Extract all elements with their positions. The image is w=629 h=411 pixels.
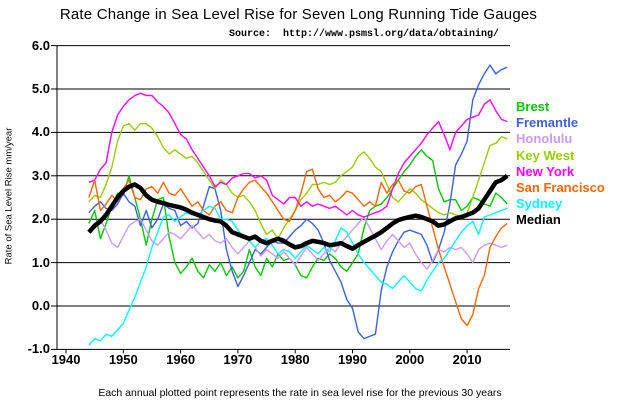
y-tick-label-2: 2.0 <box>31 211 50 227</box>
y-tick-label-4: 4.0 <box>31 124 50 140</box>
x-tick-label-1990: 1990 <box>338 352 367 367</box>
legend-item-median: Median <box>516 212 561 228</box>
chart-caption: Each annual plotted point represents the… <box>98 387 502 399</box>
x-tick-label-1950: 1950 <box>108 352 138 367</box>
x-tick-label-1970: 1970 <box>223 352 253 367</box>
y-tick-label-3: 3.0 <box>31 167 50 183</box>
y-axis-title: Rate of Sea Level Rise mm/year <box>3 127 15 265</box>
series-line-honolulu <box>88 216 508 270</box>
x-tick-label-1960: 1960 <box>166 352 196 367</box>
y-tick-label-1: 1.0 <box>31 254 50 270</box>
y-tick-label-6: 6.0 <box>31 37 50 53</box>
legend-item-key-west: Key West <box>516 147 575 163</box>
legend-item-fremantle: Fremantle <box>516 115 579 131</box>
x-tick-label-2010: 2010 <box>452 352 482 367</box>
series-line-san-francisco <box>88 168 508 327</box>
legend-item-honolulu: Honolulu <box>516 131 573 147</box>
legend-item-sydney: Sydney <box>516 196 563 212</box>
series-line-key-west <box>88 122 508 240</box>
series-line-sydney <box>88 205 508 346</box>
legend-item-new-york: New York <box>516 163 575 179</box>
series-line-median <box>87 174 509 251</box>
x-tick-label-2000: 2000 <box>395 352 425 367</box>
y-tick-label-5: 5.0 <box>31 81 50 96</box>
y-tick-label-0: 0.0 <box>31 298 50 313</box>
x-tick-label-1940: 1940 <box>51 352 81 367</box>
x-tick-label-1980: 1980 <box>280 352 310 367</box>
legend-item-brest: Brest <box>516 99 550 114</box>
chart-legend: Brest Fremantle Honolulu Key West New York Sa… <box>516 99 605 229</box>
legend-item-san-francisco: San Francisco <box>516 180 605 196</box>
chart-title: Rate Change in Sea Level Rise for Seven … <box>59 6 538 23</box>
y-tick-label--1: -1.0 <box>27 341 50 357</box>
chart-source-note: Source: http://www.psmsl.org/data/obtain… <box>229 29 500 40</box>
series-line-brest <box>88 149 508 279</box>
